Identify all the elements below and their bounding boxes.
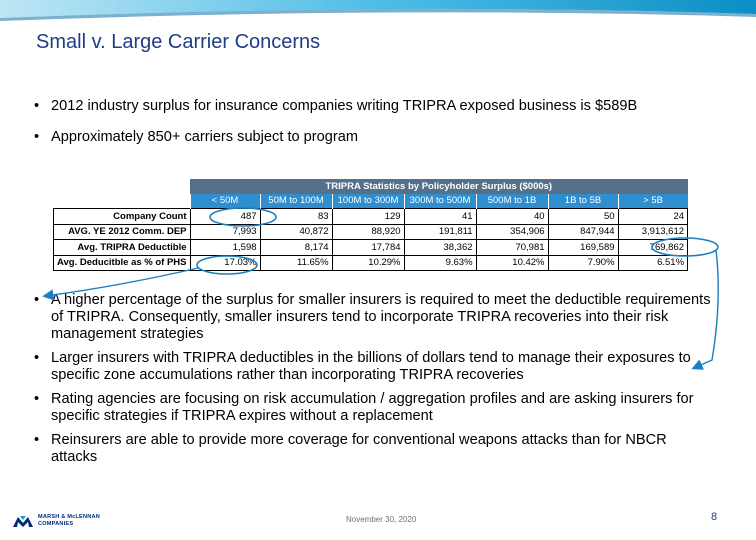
column-header: > 5B <box>617 193 688 209</box>
table-cell: 50 <box>547 208 619 225</box>
header-band <box>0 0 756 21</box>
table-cell: 11.65% <box>259 254 333 271</box>
page-title: Small v. Large Carrier Concerns <box>36 31 321 53</box>
table-cell: 17.03% <box>189 254 261 271</box>
bullet-item: A higher percentage of the surplus for s… <box>34 292 714 343</box>
bottom-bullet-list: A higher percentage of the surplus for s… <box>34 292 714 473</box>
table-cell: 88,920 <box>331 223 405 240</box>
table-cell: 10.42% <box>475 254 549 271</box>
column-header: 300M to 500M <box>403 193 477 209</box>
table-row: Company Count 487 83 129 41 40 50 24 <box>53 208 689 225</box>
table-cell: 24 <box>617 208 689 225</box>
row-label: Company Count <box>53 208 191 225</box>
bullet-item: Rating agencies are focusing on risk acc… <box>34 391 714 425</box>
column-header: < 50M <box>189 193 261 209</box>
table-cell: 769,862 <box>617 239 689 256</box>
column-header: 1B to 5B <box>547 193 619 209</box>
bullet-item: Reinsurers are able to provide more cove… <box>34 432 714 466</box>
column-header: 50M to 100M <box>259 193 333 209</box>
table-cell: 38,362 <box>403 239 477 256</box>
table-row: Avg. TRIPRA Deductible 1,598 8,174 17,78… <box>53 239 689 256</box>
table-caption: TRIPRA Statistics by Policyholder Surplu… <box>190 179 688 194</box>
table-cell: 70,981 <box>475 239 549 256</box>
table-cell: 40 <box>475 208 549 225</box>
bullet-item: Approximately 850+ carriers subject to p… <box>34 129 714 146</box>
table-cell: 10.29% <box>331 254 405 271</box>
table-cell: 6.51% <box>617 254 689 271</box>
table-cell: 9.63% <box>403 254 477 271</box>
top-bullet-list: 2012 industry surplus for insurance comp… <box>34 98 714 160</box>
table-cell: 7,993 <box>189 223 261 240</box>
table-cell: 487 <box>189 208 261 225</box>
table-row: AVG. YE 2012 Comm. DEP 7,993 40,872 88,9… <box>53 223 689 240</box>
footer-date: November 30, 2020 <box>346 515 417 524</box>
table-cell: 191,811 <box>403 223 477 240</box>
table-cell: 354,906 <box>475 223 549 240</box>
row-label: AVG. YE 2012 Comm. DEP <box>53 223 191 240</box>
table-cell: 17,784 <box>331 239 405 256</box>
logo-wordmark: MARSH & McLENNAN COMPANIES <box>38 514 100 527</box>
tripra-statistics-table: TRIPRA Statistics by Policyholder Surplu… <box>53 179 689 271</box>
table-cell: 169,589 <box>547 239 619 256</box>
table-cell: 83 <box>259 208 333 225</box>
bullet-item: 2012 industry surplus for insurance comp… <box>34 98 714 115</box>
table-cell: 1,598 <box>189 239 261 256</box>
bullet-item: Larger insurers with TRIPRA deductibles … <box>34 350 714 384</box>
table-row: Avg. Deducitble as % of PHS 17.03% 11.65… <box>53 254 689 271</box>
row-label: Avg. TRIPRA Deductible <box>53 239 191 256</box>
page-number: 8 <box>711 511 718 523</box>
table-cell: 847,944 <box>547 223 619 240</box>
table-cell: 3,913,612 <box>617 223 689 240</box>
company-logo <box>13 516 33 527</box>
table-cell: 7.90% <box>547 254 619 271</box>
table-cell: 129 <box>331 208 405 225</box>
row-label: Avg. Deducitble as % of PHS <box>53 254 191 271</box>
column-header: 500M to 1B <box>475 193 549 209</box>
table-cell: 41 <box>403 208 477 225</box>
column-header: 100M to 300M <box>331 193 405 209</box>
table-cell: 40,872 <box>259 223 333 240</box>
table-cell: 8,174 <box>259 239 333 256</box>
